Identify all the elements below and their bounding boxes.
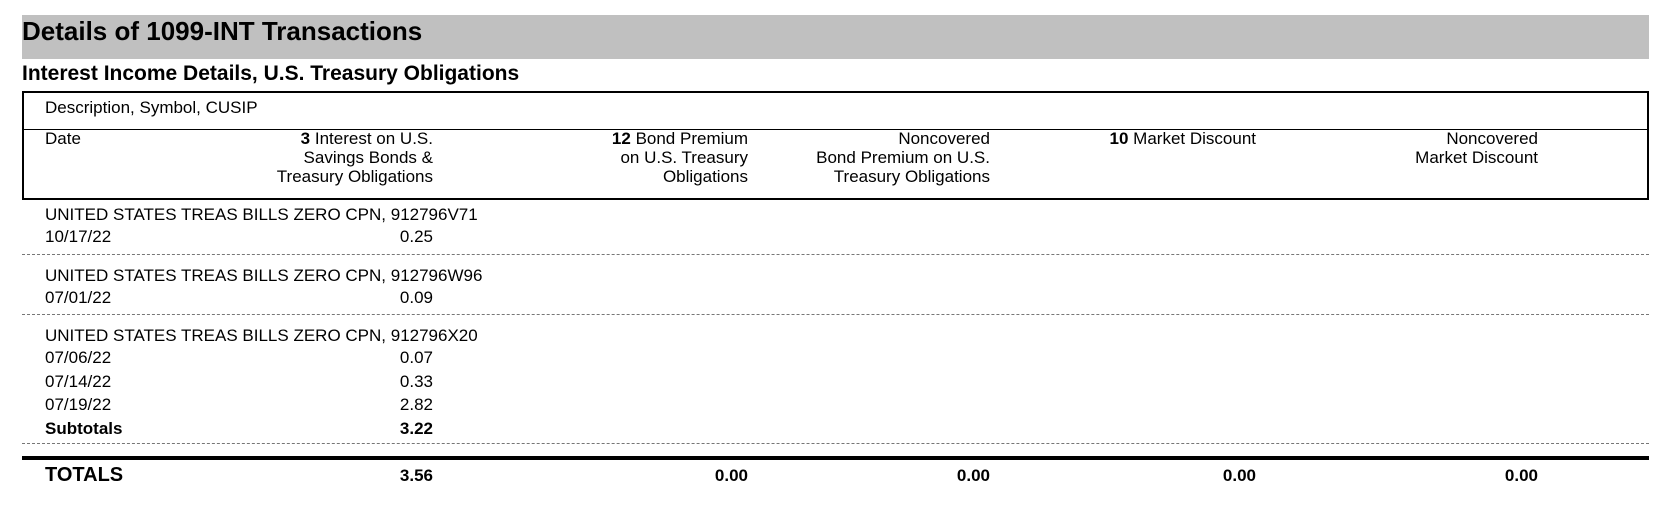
subtitle: Interest Income Details, U.S. Treasury O… <box>22 62 520 85</box>
header-line: Treasury Obligations <box>173 167 433 186</box>
subtotal-label: Subtotals <box>45 418 123 438</box>
header-text: Treasury Obligations <box>833 167 990 186</box>
date: 07/01/22 <box>45 287 112 307</box>
date: 07/19/22 <box>45 395 112 414</box>
header-line: Noncovered <box>1278 129 1538 148</box>
row-divider <box>22 253 1649 255</box>
header-line: Date <box>45 129 81 148</box>
column-header: 10 Market Discount <box>996 129 1256 148</box>
subtotal-amount: 3.22 <box>399 418 433 438</box>
header-text: Noncovered <box>1446 129 1538 148</box>
header-text: Obligations <box>662 167 748 186</box>
totals-rule <box>22 456 1649 460</box>
title-bar <box>22 15 1649 59</box>
date: 07/06/22 <box>45 348 112 367</box>
header-text: on U.S. Treasury <box>620 148 748 167</box>
totals-amount: 0.00 <box>714 466 748 485</box>
totals-amount: 3.56 <box>399 466 433 485</box>
header-line: Savings Bonds & <box>173 148 433 167</box>
row-divider <box>22 443 1649 444</box>
header-box <box>22 91 1649 200</box>
header-text: Noncovered <box>898 129 990 148</box>
description: UNITED STATES TREAS BILLS ZERO CPN, 9127… <box>45 205 478 224</box>
header-line: 10 Market Discount <box>996 129 1256 148</box>
header-line: 12 Bond Premium <box>488 129 748 148</box>
header-text: Savings Bonds & <box>303 148 433 167</box>
amount: 0.09 <box>399 287 433 307</box>
header-line: Treasury Obligations <box>730 167 990 186</box>
date: 07/14/22 <box>45 371 112 391</box>
totals-amount: 0.00 <box>1222 466 1256 485</box>
box-number: 12 <box>611 129 631 148</box>
column-header: 3 Interest on U.S. Savings Bonds & Treasur… <box>173 129 433 186</box>
header-line: on U.S. Treasury <box>488 148 748 167</box>
header-text: Treasury Obligations <box>276 167 433 186</box>
column-header: Date <box>45 129 81 148</box>
totals-label: TOTALS <box>45 464 124 486</box>
description: UNITED STATES TREAS BILLS ZERO CPN, 9127… <box>45 265 483 285</box>
column-header: Noncovered Bond Premium on U.S. Treasury O… <box>730 129 990 186</box>
header-line: 3 Interest on U.S. <box>173 129 433 148</box>
amount: 0.07 <box>399 348 433 367</box>
column-header: Noncovered Market Discount <box>1278 129 1538 167</box>
title: Details of 1099-INT Transactions <box>22 16 423 46</box>
amount: 2.82 <box>399 395 433 414</box>
header-text: Bond Premium on U.S. <box>816 148 990 167</box>
totals-amount: 0.00 <box>956 466 990 485</box>
header-line: Noncovered <box>730 129 990 148</box>
amount: 0.25 <box>399 227 433 246</box>
totals-amount: 0.00 <box>1504 466 1538 485</box>
column-header: 12 Bond Premium on U.S. Treasury Obligatio… <box>488 129 748 186</box>
box-number: 10 <box>1109 129 1129 148</box>
description-header: Description, Symbol, CUSIP <box>45 98 258 117</box>
header-text: Interest on U.S. <box>314 129 433 148</box>
header-text: Date <box>45 129 81 148</box>
header-text: Market Discount <box>1415 148 1538 167</box>
description: UNITED STATES TREAS BILLS ZERO CPN, 9127… <box>45 326 478 345</box>
row-divider <box>22 314 1649 315</box>
header-line: Bond Premium on U.S. <box>730 148 990 167</box>
header-divider <box>22 129 1649 130</box>
header-line: Market Discount <box>1278 148 1538 167</box>
header-line: Obligations <box>488 167 748 186</box>
header-text: Market Discount <box>1133 129 1256 148</box>
amount: 0.33 <box>399 371 433 391</box>
header-text: Bond Premium <box>635 129 748 148</box>
box-number: 3 <box>300 129 311 148</box>
date: 10/17/22 <box>45 227 112 246</box>
